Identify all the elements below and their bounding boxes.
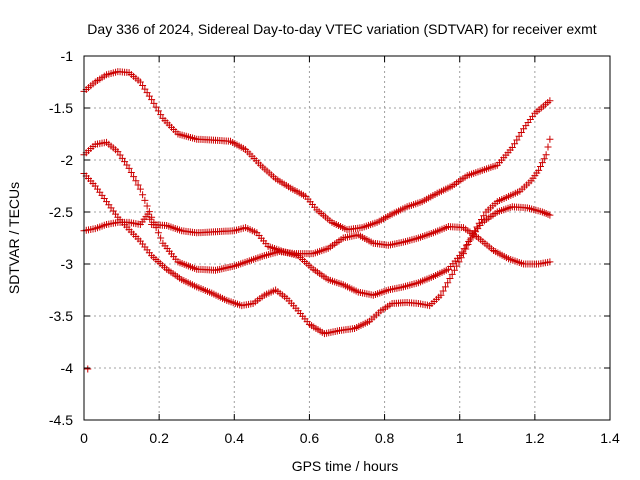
data-point <box>456 252 464 260</box>
data-point <box>480 212 488 220</box>
data-point <box>458 248 466 256</box>
data-series <box>80 68 554 373</box>
y-tick-label: -3 <box>61 256 74 272</box>
data-point <box>84 365 92 373</box>
x-tick-label: 1.4 <box>600 430 620 446</box>
data-point <box>511 140 519 148</box>
data-point <box>134 181 142 189</box>
y-tick-label: -3.5 <box>49 308 73 324</box>
data-point <box>453 262 461 270</box>
x-tick-label: 0.6 <box>300 430 320 446</box>
data-point <box>439 287 447 295</box>
data-point <box>154 107 162 115</box>
data-point <box>473 223 481 231</box>
data-point <box>460 245 468 253</box>
y-tick-label: -2 <box>61 152 74 168</box>
data-point <box>139 191 147 199</box>
data-point <box>515 132 523 140</box>
x-tick-label: 1 <box>456 430 464 446</box>
y-tick-label: -1.5 <box>49 100 73 116</box>
data-point <box>544 143 552 151</box>
data-point <box>444 279 452 287</box>
data-point <box>437 291 445 299</box>
y-tick-label: -4.5 <box>49 412 73 428</box>
chart-title: Day 336 of 2024, Sidereal Day-to-day VTE… <box>87 21 596 37</box>
data-point <box>540 155 548 163</box>
series-series-4 <box>80 203 554 299</box>
data-point <box>152 103 160 111</box>
data-point <box>546 135 554 143</box>
plot-frame <box>83 55 611 421</box>
y-tick-label: -4 <box>61 360 74 376</box>
y-axis-label: SDTVAR / TECUs <box>6 182 22 294</box>
series-series-3 <box>80 135 554 338</box>
series-outlier <box>84 365 92 373</box>
x-tick-label: 0 <box>80 430 88 446</box>
data-point <box>125 164 133 172</box>
data-point <box>542 151 550 159</box>
data-point <box>441 283 449 291</box>
y-tick-label: -2.5 <box>49 204 73 220</box>
data-point <box>132 177 140 185</box>
data-point <box>536 163 544 170</box>
data-point <box>508 144 516 152</box>
data-point <box>146 215 154 223</box>
data-point <box>141 85 149 93</box>
data-point <box>145 92 153 100</box>
data-point <box>143 202 151 210</box>
data-point <box>546 97 554 105</box>
data-point <box>538 159 546 167</box>
data-point <box>143 89 151 97</box>
data-point <box>464 240 472 248</box>
data-point <box>517 129 525 137</box>
data-point <box>144 210 152 218</box>
data-point <box>127 168 135 176</box>
data-point <box>459 250 467 258</box>
data-point <box>157 234 165 242</box>
data-point <box>450 266 458 274</box>
data-point <box>139 82 147 90</box>
x-axis-label: GPS time / hours <box>292 458 399 474</box>
data-point <box>455 258 463 266</box>
x-tick-label: 0.2 <box>149 430 169 446</box>
x-tick-label: 1.2 <box>525 430 545 446</box>
data-point <box>546 258 554 266</box>
data-point <box>535 166 543 174</box>
data-point <box>448 270 456 278</box>
data-point <box>546 211 554 219</box>
data-point <box>141 196 149 204</box>
series-series-1 <box>80 68 554 234</box>
data-point <box>150 99 158 107</box>
data-point <box>136 185 144 193</box>
data-point <box>513 136 521 144</box>
data-point <box>446 275 454 283</box>
data-point <box>130 173 138 181</box>
x-tick-label: 0.8 <box>375 430 395 446</box>
data-point <box>462 241 470 249</box>
x-tick-label: 0.4 <box>225 430 245 446</box>
y-tick-label: -1 <box>61 48 74 64</box>
data-point <box>157 111 165 119</box>
axis-ticks: 0 0.2 0.4 0.6 0.8 1 1.2 1.4 -4.5 -4 -3.5 -3 -2.5 -2 -1… <box>49 48 620 446</box>
data-point <box>154 229 162 237</box>
data-point <box>465 238 473 246</box>
data-point <box>148 96 156 104</box>
data-point <box>136 78 144 86</box>
